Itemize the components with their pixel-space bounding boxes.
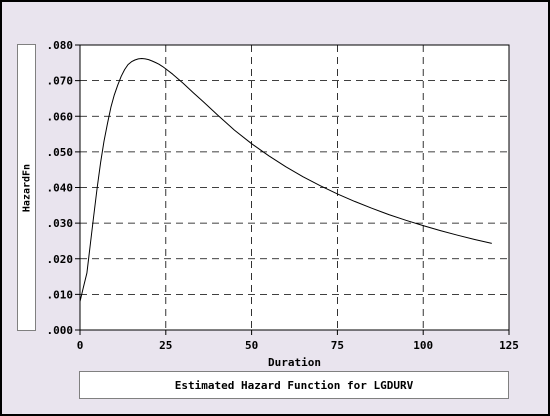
chart-title: Estimated Hazard Function for LGDURV (174, 378, 414, 392)
y-tick-label: .050 (47, 146, 74, 159)
x-tick-label: 125 (499, 339, 519, 352)
y-tick-label: .080 (47, 39, 74, 52)
chart-title-box: Estimated Hazard Function for LGDURV (79, 371, 509, 399)
x-axis-label: Duration (268, 356, 321, 369)
hazard-function-line (79, 58, 492, 302)
x-tick-label: 25 (159, 339, 172, 352)
x-tick-label: 0 (77, 339, 84, 352)
y-tick-label: .000 (47, 324, 74, 337)
x-tick-label: 75 (331, 339, 344, 352)
y-tick-label: .060 (47, 110, 74, 123)
x-tick-label: 50 (245, 339, 258, 352)
y-tick-label: .040 (47, 182, 74, 195)
y-tick-label: .010 (47, 288, 74, 301)
y-tick-label: .030 (47, 217, 74, 230)
y-tick-label: .020 (47, 253, 74, 266)
axis-layer: .000 .010 .020 .030 .040 .050 .060 .070 .080 0 25 5… (47, 39, 519, 352)
x-tick-label: 100 (413, 339, 433, 352)
series-layer (79, 58, 492, 302)
y-tick-label: .070 (47, 75, 74, 88)
plot-area (80, 45, 509, 330)
y-axis-label-box: HazardFn (17, 44, 36, 331)
grid-layer (80, 45, 509, 330)
